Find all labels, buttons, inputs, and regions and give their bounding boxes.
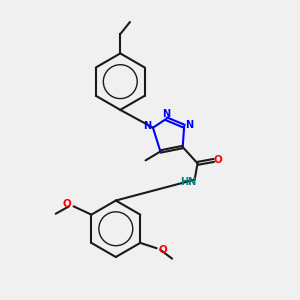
Text: O: O <box>213 155 222 165</box>
Text: HN: HN <box>180 177 196 187</box>
Text: O: O <box>62 199 71 209</box>
Text: N: N <box>185 120 194 130</box>
Text: O: O <box>158 245 167 255</box>
Text: N: N <box>162 109 170 119</box>
Text: N: N <box>144 121 152 131</box>
